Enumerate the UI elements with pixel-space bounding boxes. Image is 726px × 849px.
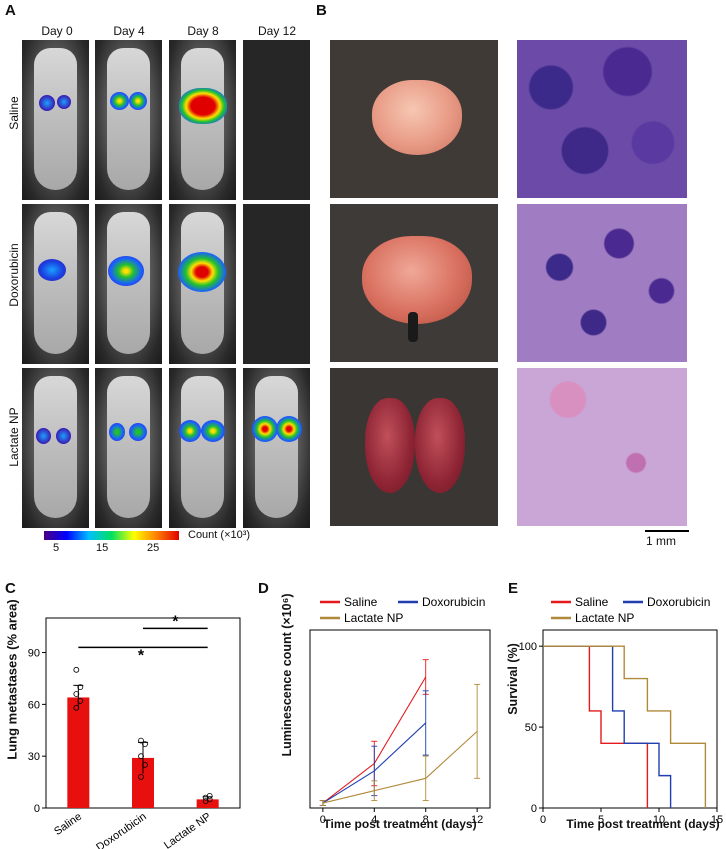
panel-e-letter: E	[508, 580, 519, 597]
colorbar	[44, 531, 179, 540]
bli-image-saline-day12	[243, 40, 310, 200]
chart-c-category-label: Lactate NP	[162, 811, 213, 849]
bli-image-doxorubicin-day4	[95, 204, 162, 364]
chart-c-bar	[132, 757, 154, 808]
panel-d-letter: D	[258, 580, 269, 597]
chart-c-significance-star: *	[172, 613, 179, 630]
chart-c-datapoint	[142, 761, 148, 768]
chart-e-legend-label: Saline	[575, 595, 609, 609]
lung-photo-saline	[330, 40, 498, 198]
panel-b-letter: B	[316, 2, 327, 19]
chart-e-xtick-label: 5	[598, 814, 604, 826]
chart-c-datapoint	[138, 753, 144, 760]
bli-image-saline-day4	[95, 40, 162, 200]
bli-image-saline-day8	[169, 40, 236, 200]
row-label-doxorubicin: Doxorubicin	[7, 243, 21, 307]
bli-image-doxorubicin-day0	[22, 204, 89, 364]
chart-d-legend-label: Lactate NP	[344, 611, 403, 625]
bli-image-doxorubicin-day8	[169, 204, 236, 364]
chart-c-ytick-label: 90	[28, 648, 40, 660]
histology-saline	[517, 40, 687, 198]
chart-d-lines: 0 4 8 12 Saline Doxorubicin Lactate NP	[309, 595, 491, 826]
chart-c-datapoint	[73, 704, 80, 711]
histology-lactate	[517, 368, 687, 526]
chart-d-legend-label: Saline	[344, 595, 378, 609]
day-label-8: Day 8	[187, 24, 219, 38]
chart-d-frame	[309, 629, 491, 809]
chart-e-series-step	[543, 645, 649, 808]
chart-d-legend-label: Doxorubicin	[422, 595, 485, 609]
colorbar-label: Count (×10³)	[188, 529, 251, 541]
chart-e-series-step	[543, 645, 707, 808]
panel-c-letter: C	[5, 580, 16, 597]
bli-image-lactate-day0	[22, 368, 89, 528]
chart-c-datapoint	[73, 666, 80, 673]
histology-doxorubicin	[517, 204, 687, 362]
lung-photo-doxorubicin	[330, 204, 498, 362]
colorbar-tick-25: 25	[147, 542, 160, 554]
chart-e-ytick-label: 50	[525, 722, 537, 734]
chart-e-xtick-label: 10	[653, 814, 665, 826]
scalebar	[645, 530, 689, 532]
chart-c-datapoint	[142, 741, 148, 747]
row-label-saline: Saline	[7, 96, 21, 130]
chart-e-frame	[542, 629, 718, 809]
chart-c-bar	[196, 799, 219, 808]
chart-e-ytick-label: 100	[519, 641, 537, 653]
chart-e-legend-label: Lactate NP	[575, 611, 634, 625]
chart-c-ytick-label: 30	[28, 751, 40, 763]
chart-c-datapoint	[73, 691, 80, 697]
row-label-lactate: Lactate NP	[7, 407, 21, 467]
chart-d-xtick-label: 12	[471, 814, 483, 826]
bli-image-doxorubicin-day12	[243, 204, 310, 364]
chart-e-xtick-label: 15	[711, 814, 723, 826]
chart-d-ylabel: Luminescence count (×10⁶)	[280, 593, 294, 757]
chart-c-bar	[67, 697, 90, 808]
day-label-4: Day 4	[113, 24, 145, 38]
chart-c-significance-star: *	[138, 647, 145, 664]
day-label-0: Day 0	[41, 24, 73, 38]
chart-c-category-label: Doxorubicin	[94, 811, 148, 849]
chart-d-xtick-label: 0	[320, 814, 326, 826]
colorbar-tick-15: 15	[96, 542, 109, 554]
chart-d-series-line	[322, 730, 478, 804]
colorbar-tick-5: 5	[53, 542, 60, 554]
chart-c-ylabel: Lung metastases (% area)	[4, 599, 20, 760]
bli-image-lactate-day4	[95, 368, 162, 528]
day-label-12: Day 12	[257, 24, 297, 38]
chart-c-datapoint	[77, 684, 84, 690]
chart-e-series-step	[543, 645, 672, 808]
chart-c-category-label: Saline	[52, 811, 84, 838]
chart-e-legend-label: Doxorubicin	[647, 595, 710, 609]
chart-c-bars: 0 30 60 90 Saline Doxorubicin Lactate NP * *	[28, 613, 241, 849]
chart-d-xtick-label: 8	[423, 814, 429, 826]
bli-image-saline-day0	[22, 40, 89, 200]
bli-image-lactate-day12	[243, 368, 310, 528]
chart-c-ytick-label: 60	[28, 699, 40, 711]
chart-d-xlabel: Time post treatment (days)	[323, 817, 477, 831]
chart-e-ytick-label: 0	[531, 803, 537, 815]
chart-e-xtick-label: 0	[540, 814, 546, 826]
panel-a-letter: A	[5, 2, 16, 19]
chart-c-ytick-label: 0	[34, 803, 40, 815]
chart-c-datapoint	[77, 698, 84, 704]
chart-c-datapoint	[206, 793, 213, 799]
chart-c-datapoint	[138, 737, 144, 744]
chart-d-xtick-label: 4	[371, 814, 377, 826]
scalebar-label: 1 mm	[646, 534, 676, 548]
lung-photo-lactate	[330, 368, 498, 526]
chart-e-survival: 0 50 100 0 5 10 15 Saline Doxorubicin Lactate NP	[519, 595, 723, 826]
bli-image-lactate-day8	[169, 368, 236, 528]
chart-e-xlabel: Time post treatment (days)	[566, 817, 720, 831]
chart-e-ylabel: Survival (%)	[506, 643, 520, 715]
chart-c-datapoint	[138, 774, 144, 780]
